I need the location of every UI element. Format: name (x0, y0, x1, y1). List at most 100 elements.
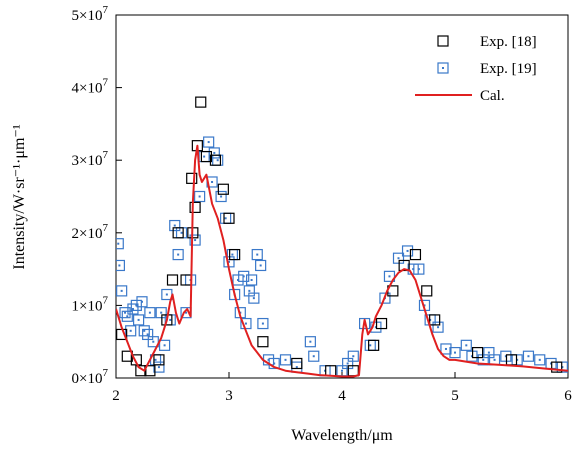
data-point-dot (406, 249, 409, 252)
y-tick-label: 5×107 (72, 4, 109, 24)
data-point (304, 336, 316, 348)
y-tick-label: 4×107 (72, 77, 109, 97)
data-point-dot (444, 347, 447, 350)
data-point-dot (203, 155, 206, 158)
legend-label: Exp. [19] (480, 61, 537, 77)
data-point-dot (198, 195, 201, 198)
data-point-dot (493, 358, 496, 361)
data-point (347, 365, 359, 377)
data-point (401, 245, 414, 257)
data-point (413, 263, 425, 275)
data-point (155, 307, 167, 319)
series-1 (116, 136, 568, 377)
data-point-dot (154, 358, 157, 361)
data-point-dot (213, 151, 216, 154)
data-point (347, 350, 359, 362)
data-point-dot (194, 239, 197, 242)
data-point-dot (412, 268, 415, 271)
data-point (370, 321, 382, 333)
data-point-dot (324, 369, 327, 372)
data-point (116, 285, 128, 297)
data-point (359, 317, 371, 330)
data-point-dot (169, 318, 172, 321)
data-point-dot (135, 304, 138, 307)
data-point-dot (437, 326, 440, 329)
x-axis-ticks: 2 3 4 5 6 (112, 372, 572, 404)
data-point (186, 172, 198, 184)
x-tick-label: 2 (112, 388, 120, 404)
data-point-dot (346, 362, 349, 365)
data-point (432, 321, 444, 333)
data-point (209, 154, 222, 166)
data-point-dot (487, 351, 490, 354)
data-point-dot (273, 362, 276, 365)
data-point (500, 350, 512, 362)
data-point-dot (284, 358, 287, 361)
data-point-dot (561, 366, 564, 369)
legend-label: Cal. (480, 88, 505, 104)
data-point-dot (250, 278, 253, 281)
data-point (257, 317, 269, 330)
data-point-dot (140, 300, 143, 303)
y-axis-ticks: 0×107 1×107 2×107 3×107 4×107 5×107 (72, 4, 122, 387)
data-point (153, 361, 165, 373)
data-point-dot (143, 329, 146, 332)
data-point (551, 361, 563, 373)
legend: Exp. [18] Exp. [19] Cal. (415, 34, 537, 104)
data-point (251, 248, 263, 261)
data-point (308, 350, 320, 362)
data-point (342, 357, 354, 370)
data-point-dot (165, 293, 168, 296)
data-point (169, 219, 181, 232)
data-point (368, 339, 380, 351)
data-point-dot (454, 351, 456, 354)
data-point-dot (248, 289, 251, 292)
data-point (246, 274, 258, 286)
data-point (429, 314, 441, 326)
data-point-dot (470, 355, 473, 358)
data-point-dot (163, 344, 166, 347)
data-point-dot (295, 366, 298, 369)
data-point-dot (237, 278, 240, 281)
data-point-dot (312, 355, 315, 358)
data-point-dot (207, 141, 210, 144)
data-point (232, 274, 244, 286)
y-tick-label: 2×107 (72, 222, 109, 242)
data-point-dot (504, 355, 507, 358)
data-point-dot (244, 322, 247, 325)
data-point-dot (374, 326, 377, 329)
data-point-dot (242, 275, 245, 278)
data-point (325, 365, 337, 377)
data-point (238, 270, 250, 282)
data-point-dot (352, 355, 355, 358)
x-tick-label: 4 (338, 388, 346, 404)
data-point-dot (228, 260, 230, 263)
x-tick-label: 5 (451, 388, 459, 404)
data-point (215, 190, 227, 203)
data-point-dot (417, 268, 420, 271)
data-point-dot (126, 315, 129, 318)
data-point (440, 343, 452, 355)
series-0 (116, 96, 563, 377)
data-point (223, 212, 235, 224)
data-point (398, 259, 410, 272)
data-point-dot (211, 180, 214, 183)
data-point (172, 248, 184, 261)
data-point (136, 296, 148, 308)
y-tick-label: 0×107 (72, 367, 109, 387)
data-point-dot (465, 344, 468, 347)
legend-marker (437, 35, 449, 47)
data-point-dot (224, 217, 227, 220)
data-point-dot (131, 308, 134, 311)
data-point (158, 339, 171, 351)
data-point-dot (256, 253, 259, 256)
data-point (449, 346, 461, 359)
data-point-dot (157, 366, 160, 369)
data-point (127, 303, 139, 315)
data-point-dot (261, 322, 264, 325)
data-point (375, 317, 388, 330)
data-point (189, 234, 201, 246)
data-point (460, 339, 472, 351)
data-point-dot (173, 224, 176, 227)
